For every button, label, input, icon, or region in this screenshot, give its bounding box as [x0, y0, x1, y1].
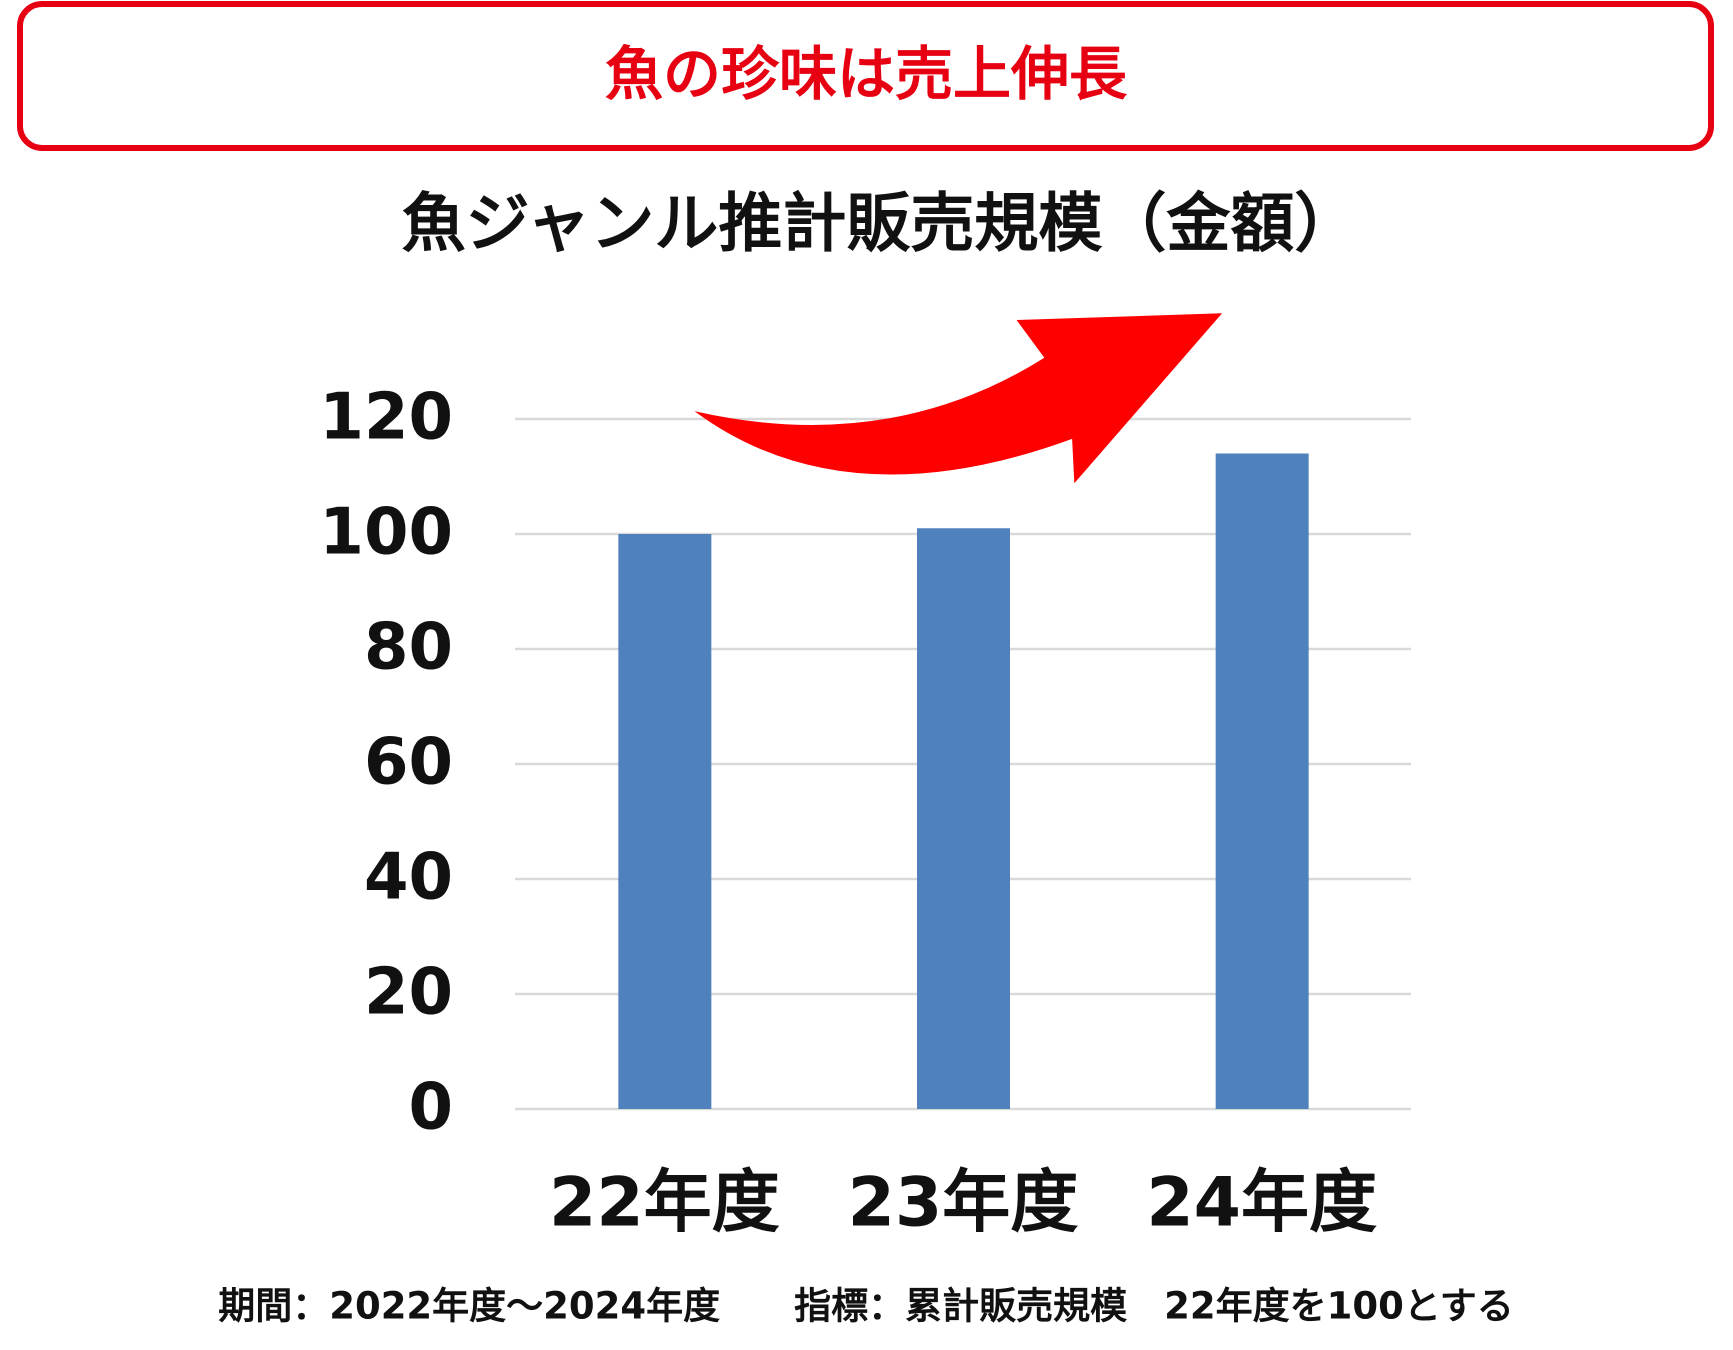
y-tick-label: 120	[319, 381, 453, 455]
y-tick-label: 40	[364, 841, 453, 915]
x-tick-label: 23年度	[848, 1164, 1079, 1243]
footer-note: 期間：2022年度～2024年度 指標：累計販売規模 22年度を100とする	[218, 1285, 1514, 1328]
plot: 0 20 40 60 80 100 120 22年度 23年度 24年度	[319, 381, 1411, 1243]
bar	[917, 528, 1010, 1109]
y-tick-label: 60	[364, 726, 453, 800]
y-tick-label: 80	[364, 611, 453, 685]
bar	[618, 534, 712, 1109]
x-tick-label: 22年度	[549, 1164, 780, 1243]
y-tick-label: 100	[319, 496, 453, 570]
y-tick-label: 20	[364, 956, 453, 1030]
header-box	[17, 1, 1714, 151]
chart-title: 魚ジャンル推計販売規模（金額）	[402, 188, 1359, 262]
header-title: 魚の珍味は売上伸長	[605, 40, 1128, 108]
bar	[1215, 453, 1309, 1109]
x-tick-label: 24年度	[1146, 1164, 1377, 1243]
trend-arrow	[694, 313, 1223, 484]
y-tick-label: 0	[408, 1071, 453, 1145]
